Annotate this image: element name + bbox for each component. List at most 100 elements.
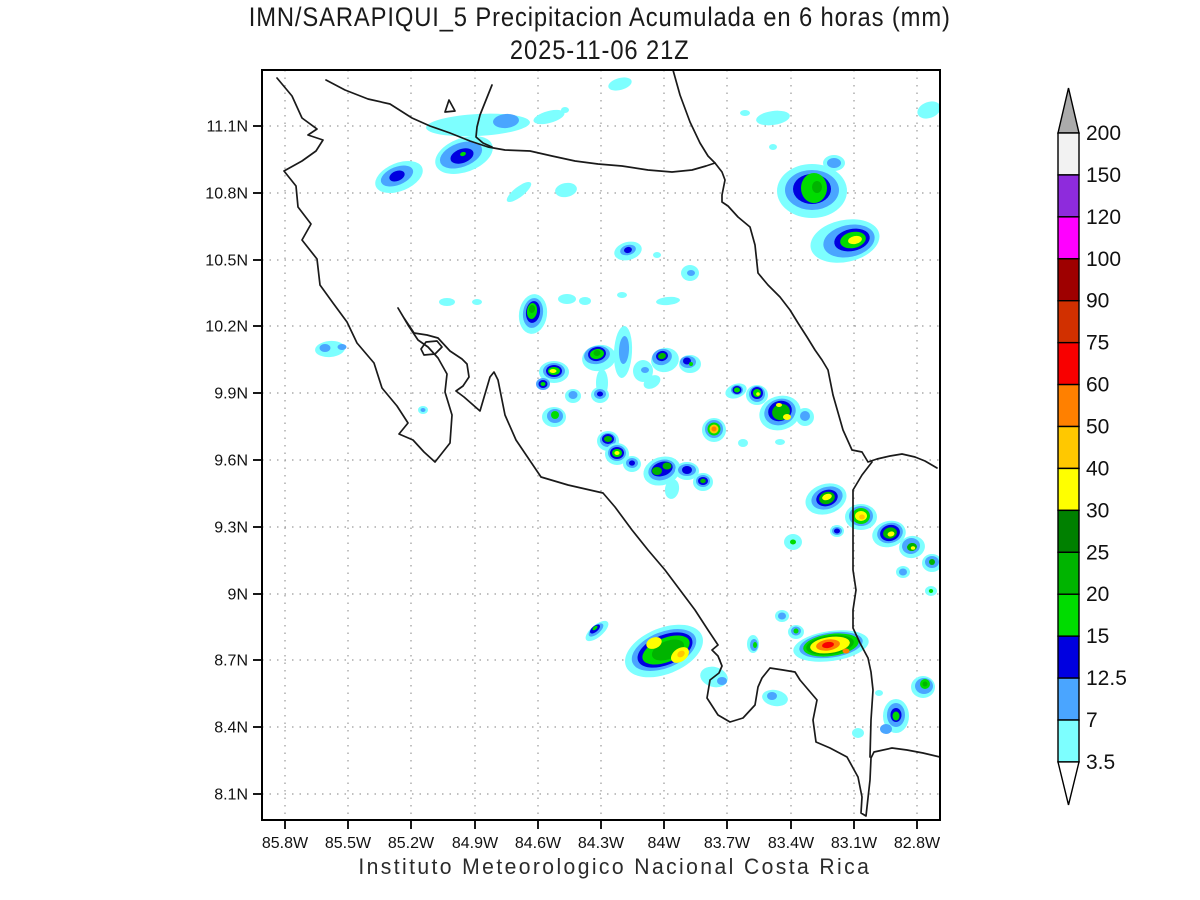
precip-blob (725, 383, 747, 399)
precip-blob (565, 389, 581, 403)
river-sanjuan (475, 84, 493, 148)
coast-caribbean (672, 70, 938, 469)
precip-blob (805, 483, 847, 515)
precip-blob (852, 728, 864, 738)
precip-blob (845, 504, 877, 530)
precip-blob (922, 554, 940, 572)
precip-blob (784, 534, 802, 550)
y-tick-label: 9.3N (214, 520, 248, 537)
precip-blob (653, 252, 661, 258)
x-tick-label: 84W (648, 835, 682, 852)
precip-blob (506, 181, 532, 203)
precip-blob (435, 136, 493, 174)
colorbar-label: 90 (1086, 290, 1109, 313)
precip-blob (315, 340, 347, 358)
precip-blob (614, 241, 642, 261)
precip-blob (591, 387, 609, 403)
precip-blob (747, 635, 759, 653)
x-tick-label: 85.8W (262, 835, 309, 852)
precip-blob (625, 624, 703, 678)
colorbar-label: 150 (1086, 164, 1121, 187)
axes: 11.1N 10.8N 10.5N 10.2N 9.9N 9.6N 9.3N 9N 8.7N 8.… (205, 119, 941, 853)
precip-blob (555, 182, 577, 198)
y-tick-label: 8.4N (214, 720, 248, 737)
colorbar-label: 3.5 (1086, 751, 1115, 774)
title-block: IMN/SARAPIQUI_5 Precipitacion Acumulada … (72, 2, 1128, 66)
colorbar-segment (1057, 341, 1080, 386)
precip-blob (775, 439, 785, 445)
precip-blob (539, 361, 569, 383)
colorbar-label: 100 (1086, 248, 1121, 271)
precip-blob (746, 385, 768, 405)
y-tick-label: 8.7N (214, 653, 248, 670)
precip-blob (740, 110, 750, 116)
precip-blob (911, 676, 935, 698)
precip-blob (651, 347, 679, 373)
precip-blob (830, 525, 844, 537)
y-tick-label: 9.9N (214, 386, 248, 403)
y-tick-label: 10.5N (205, 253, 248, 270)
x-tick-label: 82.8W (894, 835, 941, 852)
y-tick-label: 11.1N (206, 119, 248, 136)
x-tick-label: 84.6W (515, 835, 562, 852)
precip-blob (542, 407, 566, 427)
map-subtitle: 2025-11-06 21Z (509, 35, 690, 65)
precip-blob (605, 443, 629, 465)
colorbar-label: 60 (1086, 374, 1109, 397)
colorbar-segment (1057, 216, 1080, 260)
colorbar-segment (1057, 425, 1080, 470)
colorbar-segment (1057, 509, 1080, 553)
precip-blob (880, 699, 909, 734)
precip-blob (756, 110, 790, 126)
precip-blob (617, 292, 627, 298)
precip-blob (518, 294, 548, 334)
precip-blob (738, 439, 748, 447)
precip-blob (418, 406, 428, 414)
precip-blob (777, 164, 847, 218)
y-tick-label: 8.1N (214, 787, 248, 804)
precip-blob (702, 418, 726, 442)
colorbar-label: 20 (1086, 583, 1109, 606)
colorbar-underflow-arrow (1057, 761, 1080, 806)
precip-blob (375, 160, 423, 194)
islet-triangle (444, 99, 456, 113)
colorbar-segment (1057, 719, 1080, 763)
colorbar-label: 12.5 (1086, 667, 1127, 690)
map-title: IMN/SARAPIQUI_5 Precipitacion Acumulada … (248, 2, 951, 32)
precip-blob (925, 586, 937, 596)
geography-outlines (276, 70, 940, 817)
colorbar-segment (1057, 551, 1080, 595)
colorbar-label: 40 (1086, 457, 1109, 480)
lake-arenal (420, 340, 443, 356)
precip-blob (536, 378, 550, 390)
colorbar-label: 15 (1086, 625, 1109, 648)
x-tick-label: 83.1W (831, 835, 878, 852)
precip-blob (439, 298, 455, 306)
x-tick-label: 85.2W (388, 835, 435, 852)
precip-blob (793, 630, 869, 662)
colorbar-segment (1057, 174, 1080, 218)
precip-blob (472, 299, 482, 305)
border-nicaragua (325, 79, 716, 173)
precip-blob (872, 520, 906, 548)
precip-blob (613, 326, 633, 378)
precip-blob (769, 144, 777, 150)
y-tick-label: 9.6N (214, 453, 248, 470)
precip-blob (759, 395, 801, 431)
precip-blob (875, 690, 883, 696)
colorbar-segment (1057, 383, 1080, 428)
x-tick-label: 84.9W (452, 835, 499, 852)
precip-blob (675, 462, 699, 480)
precip-blob (762, 689, 788, 707)
x-tick-label: 85.5W (325, 835, 372, 852)
colorbar-segment (1057, 593, 1080, 637)
colorbar-segment (1057, 677, 1080, 721)
precip-blob (608, 77, 632, 91)
precip-blob (558, 294, 576, 304)
colorbar-label: 7 (1086, 709, 1098, 732)
precip-blob (899, 535, 925, 559)
precipitation-field (315, 77, 940, 738)
precip-blob (643, 456, 681, 486)
